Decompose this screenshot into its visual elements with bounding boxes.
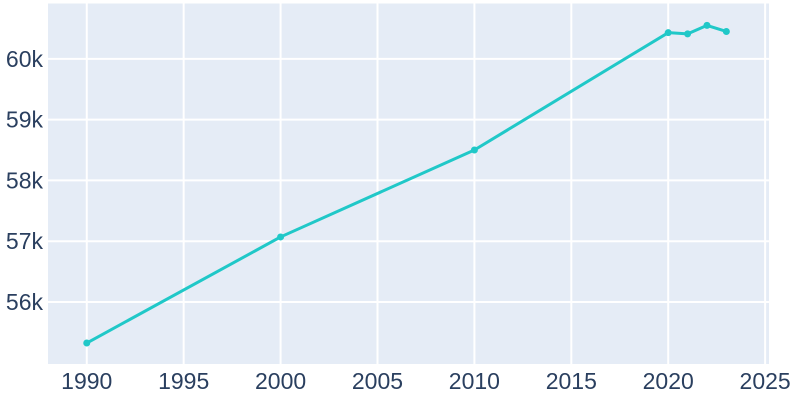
y-tick-label: 57k: [6, 228, 44, 254]
x-tick-label: 1990: [61, 368, 112, 394]
data-point-2020: [664, 29, 672, 37]
y-tick-label: 58k: [6, 167, 44, 193]
x-tick-label: 1995: [158, 368, 209, 394]
data-point-2023: [722, 27, 730, 35]
data-point-2010: [470, 146, 478, 154]
x-tick-label: 2015: [546, 368, 597, 394]
data-point-2021: [684, 30, 692, 38]
x-tick-label: 2025: [740, 368, 791, 394]
data-point-1990: [83, 339, 91, 347]
y-tick-label: 59k: [6, 107, 44, 133]
data-point-2000: [277, 233, 285, 241]
y-tick-label: 60k: [6, 46, 44, 72]
x-tick-label: 2005: [352, 368, 403, 394]
x-tick-label: 2020: [643, 368, 694, 394]
plot-area: [48, 3, 769, 364]
y-tick-label: 56k: [6, 289, 44, 315]
x-tick-label: 2010: [449, 368, 500, 394]
x-tick-label: 2000: [255, 368, 306, 394]
data-point-2022: [703, 21, 711, 29]
